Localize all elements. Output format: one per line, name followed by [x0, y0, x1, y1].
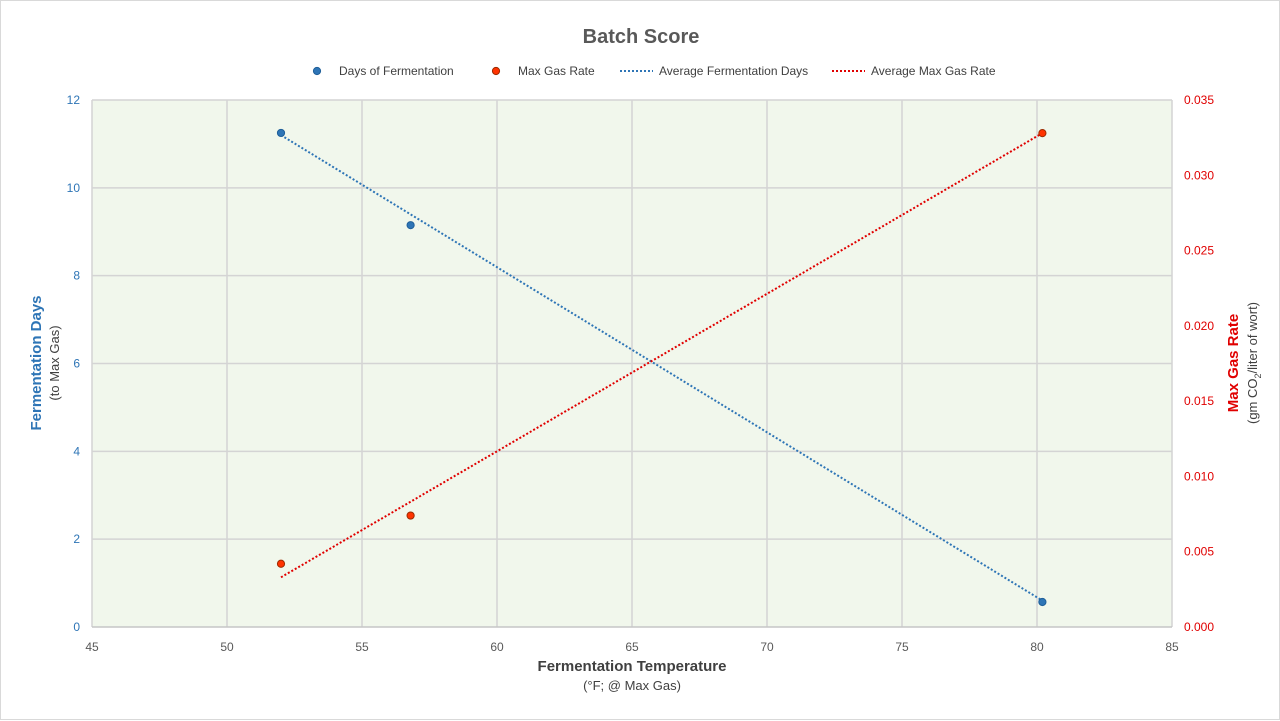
data-point — [406, 511, 415, 520]
tick-labels: 45 50 55 60 65 70 75 80 85 0 2 4 6 8 10 12 0.000 0.005 0.0… — [67, 93, 1215, 654]
right-y-tick-label: 0.030 — [1184, 168, 1214, 182]
data-point — [406, 221, 415, 230]
left-axis-subtitle: (to Max Gas) — [47, 325, 62, 400]
data-point — [276, 559, 286, 568]
right-y-tick-label: 0.000 — [1184, 620, 1214, 634]
legend-label: Average Fermentation Days — [659, 64, 808, 78]
left-y-tick-label: 10 — [67, 181, 81, 195]
left-y-tick-label: 0 — [73, 620, 80, 634]
data-points — [276, 128, 1047, 607]
right-y-tick-label: 0.015 — [1184, 394, 1214, 408]
right-axis-subtitle-subscript: 2 — [1253, 374, 1263, 379]
right-y-tick-label: 0.010 — [1184, 469, 1214, 483]
trend-line — [280, 132, 1043, 579]
right-y-tick-label: 0.020 — [1184, 319, 1214, 333]
left-axis-title: Fermentation Days — [28, 295, 45, 430]
x-tick-label: 45 — [85, 640, 99, 654]
x-tick-label: 50 — [220, 640, 234, 654]
data-point — [1038, 129, 1047, 138]
data-point — [276, 128, 286, 138]
legend-label: Average Max Gas Rate — [871, 64, 996, 78]
chart-title: Batch Score — [583, 26, 700, 48]
x-tick-label: 70 — [760, 640, 774, 654]
left-y-tick-label: 4 — [73, 444, 80, 458]
right-axis-subtitle: (gm CO2/liter of wort) — [1245, 302, 1263, 424]
gridlines — [91, 99, 1173, 628]
legend: Days of Fermentation Max Gas Rate Average … — [312, 64, 996, 78]
x-axis-title: Fermentation Temperature — [538, 658, 727, 675]
data-point — [1038, 597, 1047, 607]
x-tick-label: 80 — [1030, 640, 1044, 654]
left-y-tick-label: 12 — [67, 93, 81, 107]
legend-label: Days of Fermentation — [339, 64, 454, 78]
right-y-tick-label: 0.025 — [1184, 244, 1214, 258]
right-axis-title: Max Gas Rate — [1225, 314, 1242, 412]
right-y-tick-label: 0.035 — [1184, 93, 1214, 107]
right-axis-subtitle-suffix: /liter of wort) — [1245, 302, 1260, 374]
left-y-tick-label: 8 — [73, 269, 80, 283]
right-axis-subtitle-prefix: (gm CO — [1245, 379, 1260, 425]
right-y-tick-label: 0.005 — [1184, 545, 1214, 559]
x-tick-label: 65 — [625, 640, 639, 654]
legend-marker — [312, 66, 322, 76]
x-tick-label: 85 — [1165, 640, 1179, 654]
x-tick-label: 55 — [355, 640, 369, 654]
left-y-tick-label: 2 — [73, 532, 80, 546]
trend-line — [280, 134, 1043, 602]
legend-marker — [491, 66, 501, 76]
trend-lines — [280, 132, 1043, 602]
legend-label: Max Gas Rate — [518, 64, 595, 78]
x-tick-label: 60 — [490, 640, 504, 654]
left-y-tick-label: 6 — [73, 357, 80, 371]
x-axis-subtitle: (°F; @ Max Gas) — [583, 678, 681, 693]
x-tick-label: 75 — [895, 640, 909, 654]
